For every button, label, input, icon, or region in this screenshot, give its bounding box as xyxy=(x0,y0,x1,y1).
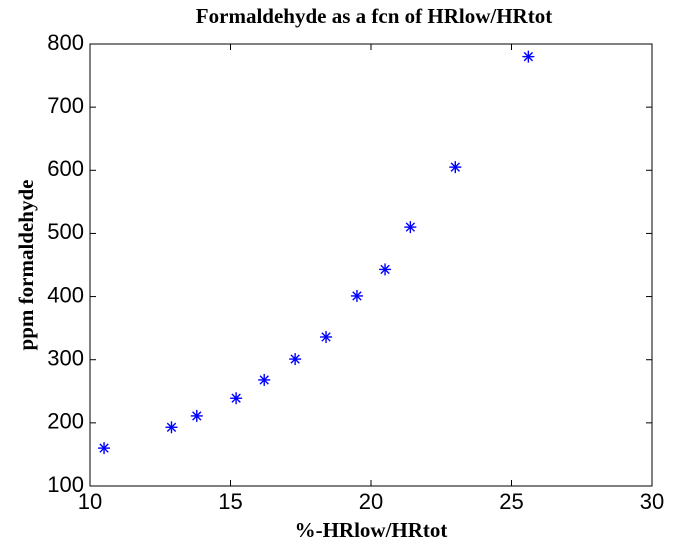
x-tick-label: 15 xyxy=(218,489,242,514)
point xyxy=(289,353,302,366)
point xyxy=(379,263,392,276)
point xyxy=(98,442,111,455)
point xyxy=(190,409,203,422)
point xyxy=(165,421,178,434)
y-tick-label: 700 xyxy=(47,93,84,118)
marker-stroke xyxy=(380,264,390,275)
point xyxy=(320,330,333,343)
point xyxy=(350,289,363,302)
marker-stroke xyxy=(523,51,534,62)
marker-stroke xyxy=(321,332,331,342)
y-axis-label: ppm formaldehyde xyxy=(14,180,38,351)
plot-frame xyxy=(89,43,653,487)
y-tick-label: 100 xyxy=(47,472,84,497)
x-axis-label: %-HRlow/HRtot xyxy=(295,518,448,542)
marker-stroke xyxy=(259,375,269,385)
y-tick-label: 500 xyxy=(47,219,84,244)
y-tick-label: 200 xyxy=(47,409,84,434)
point xyxy=(404,221,417,234)
marker-stroke xyxy=(99,443,109,453)
x-tick-label: 10 xyxy=(78,489,102,514)
y-tick-label: 400 xyxy=(47,282,84,307)
marker-stroke xyxy=(405,222,416,232)
point xyxy=(522,50,535,63)
point xyxy=(230,392,243,405)
marker-stroke xyxy=(166,422,177,432)
marker-stroke xyxy=(352,291,362,301)
y-tick-label: 600 xyxy=(47,156,84,181)
y-tick-label: 800 xyxy=(47,30,84,55)
chart-title: Formaldehyde as a fcn of HRlow/HRtot xyxy=(196,4,552,28)
point xyxy=(258,373,271,386)
y-tick-label: 300 xyxy=(47,346,84,371)
marker-stroke xyxy=(231,393,241,403)
marker-stroke xyxy=(450,162,460,172)
x-tick-label: 30 xyxy=(640,489,664,514)
marker-stroke xyxy=(290,354,300,364)
point xyxy=(449,161,462,174)
x-tick-label: 20 xyxy=(359,489,383,514)
x-tick-label: 25 xyxy=(499,489,523,514)
marker-stroke xyxy=(192,411,202,421)
